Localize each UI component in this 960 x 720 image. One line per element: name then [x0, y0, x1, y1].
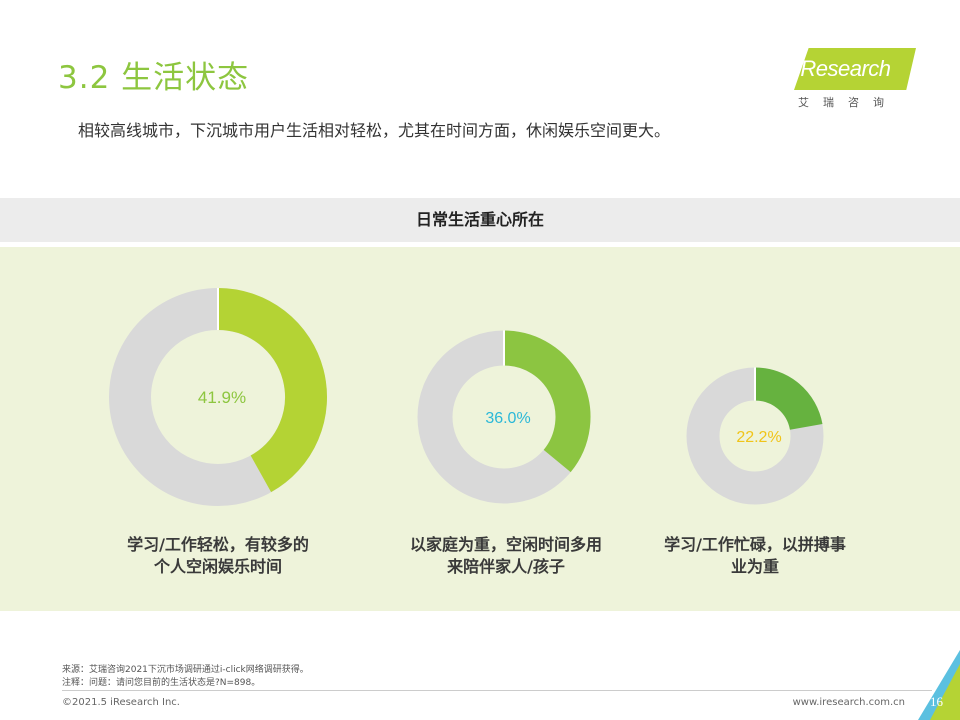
page-subtitle: 相较高线城市，下沉城市用户生活相对轻松，尤其在时间方面，休闲娱乐空间更大。 [78, 121, 671, 140]
logo-slab [794, 48, 916, 90]
website-link[interactable]: www.iresearch.com.cn [792, 697, 905, 708]
category-label-2-line-2: 业为重 [730, 557, 779, 576]
corner-decoration [900, 650, 960, 720]
page-title: 3.2 生活状态 [58, 60, 250, 96]
donut-1: 36.0% [417, 330, 591, 504]
donut-0-slice [217, 288, 327, 493]
copyright: ©2021.5 iResearch Inc. [62, 697, 180, 708]
page-number: 16 [930, 694, 943, 709]
donut-0: 41.9% [109, 288, 327, 506]
category-label-0-line-1: 学习/工作轻松，有较多的 [127, 535, 309, 554]
chart-title: 日常生活重心所在 [415, 210, 544, 229]
donut-2-slice [754, 367, 823, 431]
footer-note: 注释：问题：请问您目前的生活状态是?N=898。 [62, 678, 261, 688]
category-label-1-line-1: 以家庭为重，空闲时间多用 [409, 535, 602, 554]
footer-divider [62, 690, 932, 691]
donut-0-value-label: 41.9% [198, 388, 246, 407]
category-label-0-line-2: 个人空闲娱乐时间 [153, 557, 282, 576]
chart-title-band: 日常生活重心所在 [0, 198, 960, 242]
logo-brand: iResearch [796, 56, 891, 81]
iresearch-logo: iResearch 艾瑞咨询 [790, 48, 920, 114]
category-label-0: 学习/工作轻松，有较多的 个人空闲娱乐时间 [88, 534, 348, 578]
footer-source: 来源：艾瑞咨询2021下沉市场调研通过i-click网络调研获得。 [62, 665, 309, 675]
category-label-2-line-1: 学习/工作忙碌，以拼搏事 [664, 535, 846, 554]
donut-2: 22.2% [686, 367, 824, 505]
donut-1-value-label: 36.0% [485, 410, 530, 427]
logo-brand-cn: 艾瑞咨询 [798, 96, 898, 109]
donut-2-value-label: 22.2% [736, 429, 781, 446]
category-label-1-line-2: 来陪伴家人/孩子 [447, 557, 565, 576]
donut-1-slice [503, 330, 591, 473]
category-label-2: 学习/工作忙碌，以拼搏事 业为重 [625, 534, 885, 578]
category-label-1: 以家庭为重，空闲时间多用 来陪伴家人/孩子 [376, 534, 636, 578]
